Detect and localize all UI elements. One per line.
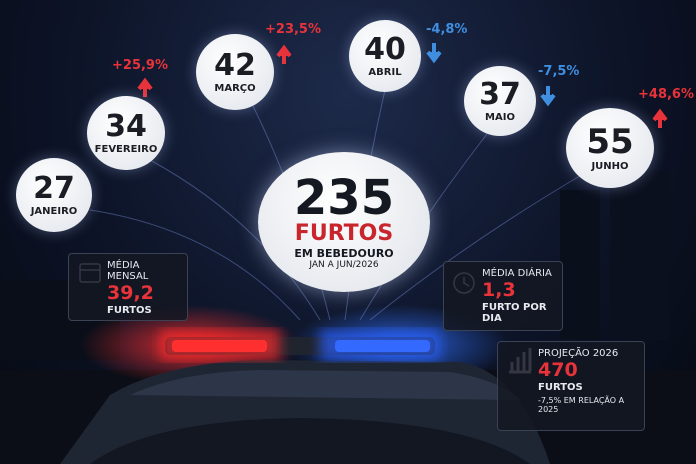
month-name: JUNHO: [591, 160, 629, 172]
card-value: 39,2: [107, 282, 154, 304]
month-value: 27: [33, 170, 75, 206]
stat-card: MÉDIA DIÁRIA 1,3 FURTO POR DIA: [443, 261, 563, 331]
month-bubble: 34 FEVEREIRO: [87, 96, 165, 170]
month-value: 34: [105, 108, 147, 144]
month-value: 55: [586, 121, 634, 162]
total-location: EM BEBEDOURO: [294, 246, 394, 260]
total-value: 235: [293, 170, 395, 227]
month-change: +48,6%: [638, 87, 694, 102]
month-name: MAIO: [485, 111, 515, 123]
card-unit: FURTOS: [107, 304, 152, 316]
card-unit: FURTO POR DIA: [482, 301, 547, 324]
month-bubble: 27 JANEIRO: [16, 158, 92, 232]
card-value: 1,3: [482, 279, 516, 301]
month-change: +23,5%: [265, 22, 321, 37]
card-value: 470: [538, 359, 578, 381]
card-title: MÉDIA DIÁRIA: [482, 268, 552, 279]
total-label: FURTOS: [294, 221, 394, 247]
card-title: PROJEÇÃO 2026: [538, 348, 619, 359]
month-value: 37: [479, 76, 521, 112]
total-bubble: 235 FURTOS EM BEBEDOURO JAN A JUN/2026: [258, 152, 430, 292]
month-name: JANEIRO: [30, 205, 78, 217]
arrows: [137, 43, 668, 128]
month-bubble: 42 MARÇO: [196, 34, 274, 110]
month-change: -4,8%: [426, 22, 468, 37]
month-name: MARÇO: [214, 82, 256, 94]
month-bubble: 40 ABRIL: [349, 20, 421, 92]
month-name: ABRIL: [368, 66, 402, 78]
month-name: FEVEREIRO: [94, 143, 158, 155]
month-change: -7,5%: [538, 64, 580, 79]
month-change: +25,9%: [112, 58, 168, 73]
stat-card: MÉDIA MENSAL 39,2 FURTOS: [68, 253, 188, 321]
stat-card: PROJEÇÃO 2026 470 FURTOS -7,5% EM RELAÇÃ…: [497, 341, 645, 431]
card-unit: FURTOS: [538, 381, 583, 393]
month-value: 40: [364, 31, 406, 67]
total-period: JAN A JUN/2026: [309, 259, 379, 270]
card-note: -7,5% EM RELAÇÃO A 2025: [538, 395, 625, 414]
month-bubble: 55 JUNHO: [566, 108, 654, 188]
month-value: 42: [214, 47, 256, 83]
month-bubble: 37 MAIO: [464, 66, 536, 136]
card-title: MÉDIA MENSAL: [107, 260, 149, 282]
